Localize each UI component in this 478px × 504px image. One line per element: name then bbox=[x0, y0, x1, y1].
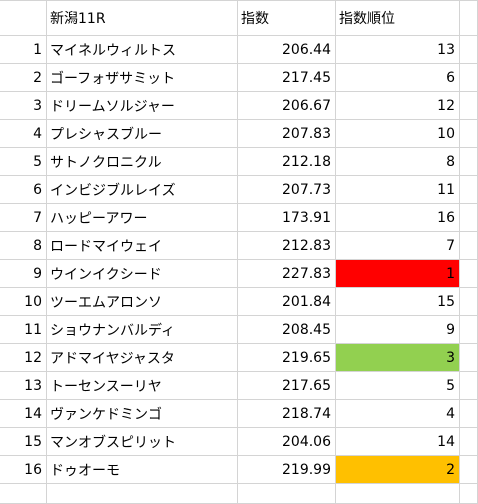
row-number-cell[interactable]: 1 bbox=[0, 36, 47, 64]
index-value-cell[interactable]: 217.45 bbox=[238, 64, 336, 92]
rank-value-cell[interactable]: 14 bbox=[336, 428, 460, 456]
row-number-cell[interactable]: 14 bbox=[0, 400, 47, 428]
rank-value-cell[interactable]: 7 bbox=[336, 232, 460, 260]
row-number-cell[interactable]: 9 bbox=[0, 260, 47, 288]
rank-value-cell[interactable]: 12 bbox=[336, 92, 460, 120]
empty-cell[interactable] bbox=[460, 400, 478, 428]
empty-cell[interactable] bbox=[460, 372, 478, 400]
empty-cell[interactable] bbox=[460, 204, 478, 232]
header-row-number-cell[interactable] bbox=[0, 1, 47, 36]
index-value-cell[interactable]: 173.91 bbox=[238, 204, 336, 232]
horse-name-cell[interactable]: ハッピーアワー bbox=[47, 204, 238, 232]
empty-cell[interactable] bbox=[47, 484, 238, 504]
empty-cell[interactable] bbox=[460, 1, 478, 36]
rank-value-cell[interactable]: 13 bbox=[336, 36, 460, 64]
row-number-cell[interactable]: 2 bbox=[0, 64, 47, 92]
row-number-cell[interactable]: 11 bbox=[0, 316, 47, 344]
rank-value-cell[interactable]: 10 bbox=[336, 120, 460, 148]
index-value-cell[interactable]: 212.18 bbox=[238, 148, 336, 176]
row-number-cell[interactable]: 4 bbox=[0, 120, 47, 148]
index-value-cell[interactable]: 219.99 bbox=[238, 456, 336, 484]
header-name-cell[interactable]: 新潟11R bbox=[47, 1, 238, 36]
index-value-cell[interactable]: 208.45 bbox=[238, 316, 336, 344]
index-value-cell[interactable]: 206.44 bbox=[238, 36, 336, 64]
rank-value-cell[interactable]: 9 bbox=[336, 316, 460, 344]
horse-name-cell[interactable]: ショウナンバルディ bbox=[47, 316, 238, 344]
empty-cell[interactable] bbox=[460, 428, 478, 456]
horse-name-cell[interactable]: トーセンスーリヤ bbox=[47, 372, 238, 400]
horse-name-cell[interactable]: ドリームソルジャー bbox=[47, 92, 238, 120]
index-value-cell[interactable]: 207.83 bbox=[238, 120, 336, 148]
header-rank-cell[interactable]: 指数順位 bbox=[336, 1, 460, 36]
empty-cell[interactable] bbox=[0, 484, 47, 504]
empty-cell[interactable] bbox=[460, 36, 478, 64]
rank-value-cell[interactable]: 8 bbox=[336, 148, 460, 176]
horse-name-cell[interactable]: ゴーフォザサミット bbox=[47, 64, 238, 92]
horse-name-cell[interactable]: ヴァンケドミンゴ bbox=[47, 400, 238, 428]
empty-cell[interactable] bbox=[460, 148, 478, 176]
horse-name-cell[interactable]: マンオブスピリット bbox=[47, 428, 238, 456]
empty-cell[interactable] bbox=[460, 232, 478, 260]
header-index-cell[interactable]: 指数 bbox=[238, 1, 336, 36]
index-value-cell[interactable]: 218.74 bbox=[238, 400, 336, 428]
index-value-cell[interactable]: 204.06 bbox=[238, 428, 336, 456]
row-number-cell[interactable]: 3 bbox=[0, 92, 47, 120]
horse-name-cell[interactable]: サトノクロニクル bbox=[47, 148, 238, 176]
index-value-cell[interactable]: 212.83 bbox=[238, 232, 336, 260]
rank-value-cell[interactable]: 4 bbox=[336, 400, 460, 428]
rank-value-cell[interactable]: 15 bbox=[336, 288, 460, 316]
horse-name-cell[interactable]: ロードマイウェイ bbox=[47, 232, 238, 260]
row-number-cell[interactable]: 8 bbox=[0, 232, 47, 260]
horse-name-cell[interactable]: アドマイヤジャスタ bbox=[47, 344, 238, 372]
empty-cell[interactable] bbox=[460, 288, 478, 316]
rank-value-cell[interactable]: 5 bbox=[336, 372, 460, 400]
rank-value-cell[interactable]: 11 bbox=[336, 176, 460, 204]
row-number-cell[interactable]: 13 bbox=[0, 372, 47, 400]
horse-name-cell[interactable]: インビジブルレイズ bbox=[47, 176, 238, 204]
index-value-cell[interactable]: 219.65 bbox=[238, 344, 336, 372]
empty-cell[interactable] bbox=[460, 260, 478, 288]
horse-name-cell[interactable]: プレシャスブルー bbox=[47, 120, 238, 148]
horse-name-cell[interactable]: ツーエムアロンソ bbox=[47, 288, 238, 316]
row-number-cell[interactable]: 5 bbox=[0, 148, 47, 176]
empty-cell[interactable] bbox=[460, 64, 478, 92]
rank-value-cell-highlighted[interactable]: 2 bbox=[336, 456, 460, 484]
horse-name-cell[interactable]: マイネルウィルトス bbox=[47, 36, 238, 64]
horse-name-cell[interactable]: ウインイクシード bbox=[47, 260, 238, 288]
horse-name-cell[interactable]: ドゥオーモ bbox=[47, 456, 238, 484]
row-number-cell[interactable]: 10 bbox=[0, 288, 47, 316]
index-value-cell[interactable]: 206.67 bbox=[238, 92, 336, 120]
index-value-cell[interactable]: 201.84 bbox=[238, 288, 336, 316]
empty-cell[interactable] bbox=[460, 344, 478, 372]
empty-cell[interactable] bbox=[336, 484, 460, 504]
empty-cell[interactable] bbox=[460, 316, 478, 344]
empty-cell[interactable] bbox=[460, 120, 478, 148]
row-number-cell[interactable]: 15 bbox=[0, 428, 47, 456]
index-value-cell[interactable]: 217.65 bbox=[238, 372, 336, 400]
empty-cell[interactable] bbox=[460, 456, 478, 484]
empty-cell[interactable] bbox=[460, 484, 478, 504]
rank-value-cell[interactable]: 6 bbox=[336, 64, 460, 92]
index-value-cell[interactable]: 227.83 bbox=[238, 260, 336, 288]
row-number-cell[interactable]: 7 bbox=[0, 204, 47, 232]
empty-cell[interactable] bbox=[460, 176, 478, 204]
empty-cell[interactable] bbox=[238, 484, 336, 504]
row-number-cell[interactable]: 6 bbox=[0, 176, 47, 204]
empty-cell[interactable] bbox=[460, 92, 478, 120]
row-number-cell[interactable]: 12 bbox=[0, 344, 47, 372]
rank-value-cell-highlighted[interactable]: 1 bbox=[336, 260, 460, 288]
rank-value-cell[interactable]: 16 bbox=[336, 204, 460, 232]
row-number-cell[interactable]: 16 bbox=[0, 456, 47, 484]
index-value-cell[interactable]: 207.73 bbox=[238, 176, 336, 204]
rank-value-cell-highlighted[interactable]: 3 bbox=[336, 344, 460, 372]
